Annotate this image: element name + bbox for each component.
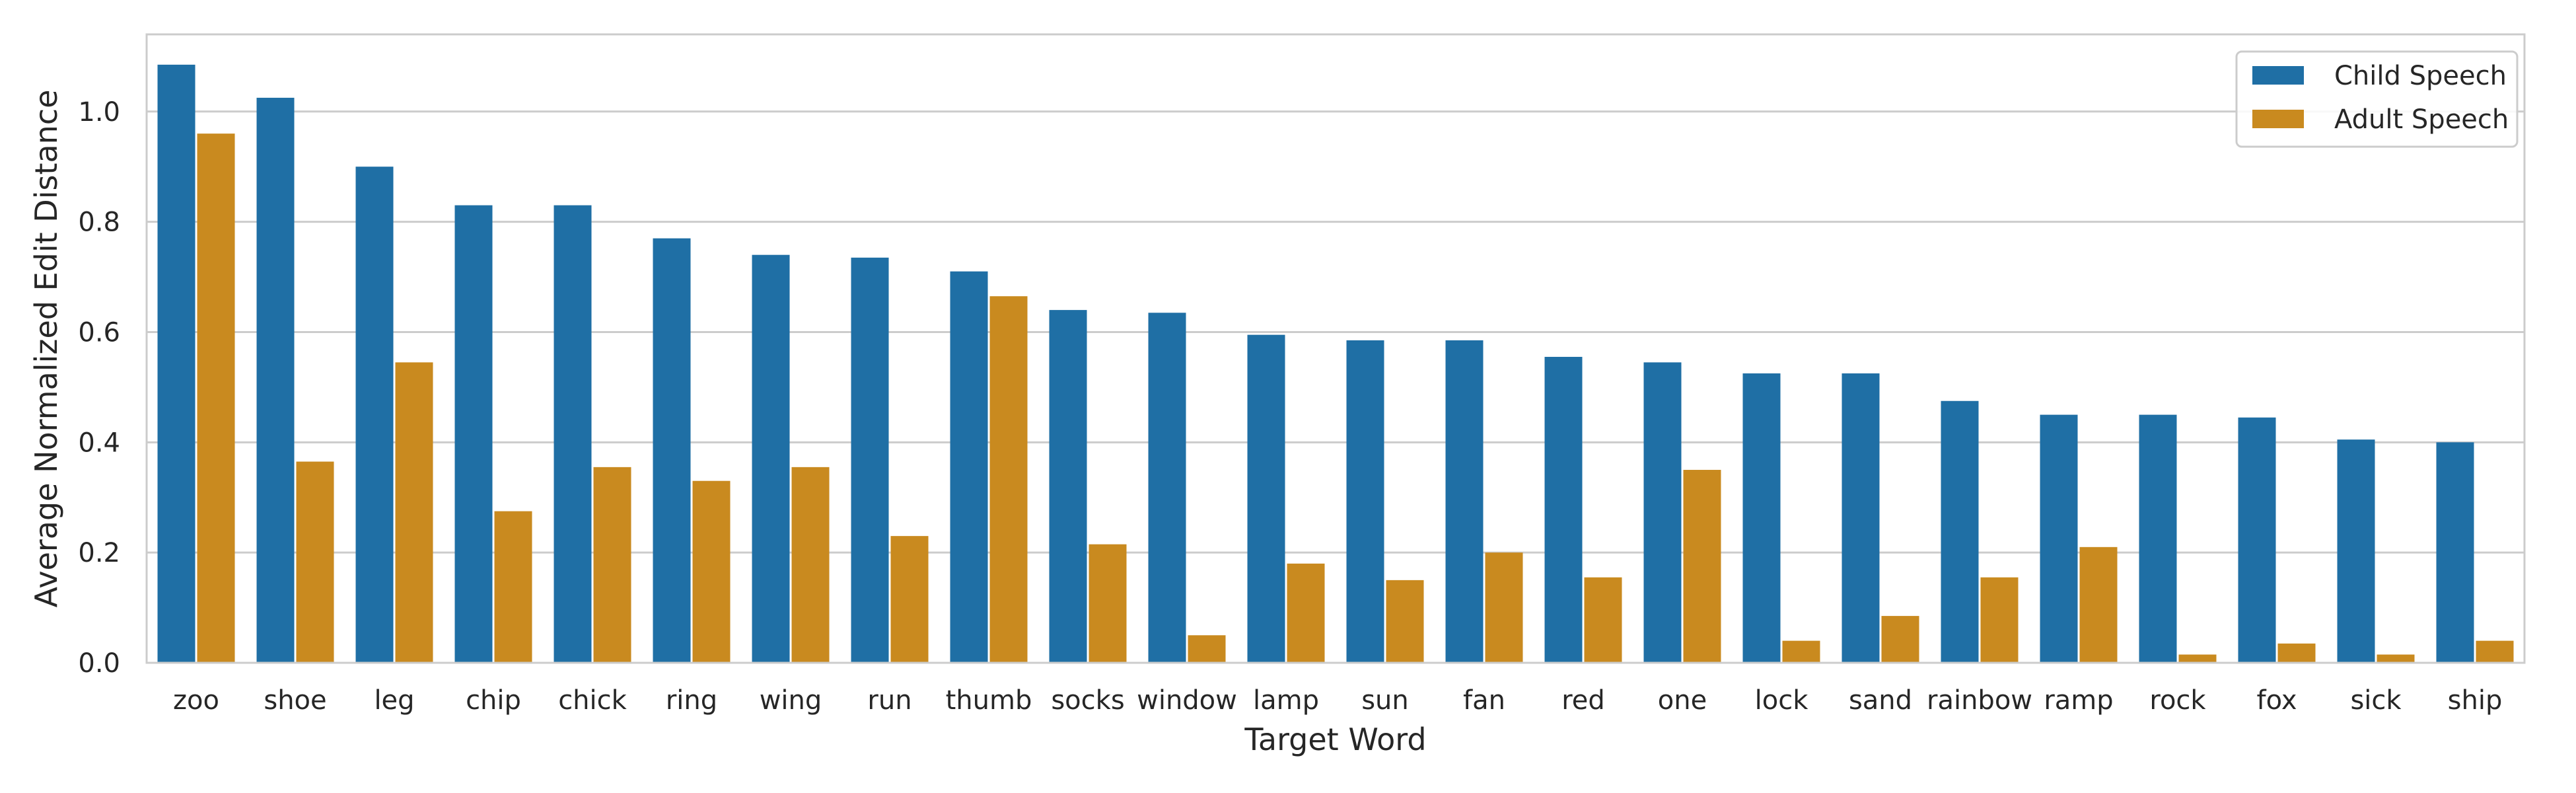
child-speech-bar — [2040, 414, 2078, 663]
x-tick-label: red — [1561, 685, 1605, 716]
x-tick-label: ship — [2448, 685, 2503, 716]
adult-speech-bar — [2277, 643, 2316, 663]
grid-lines — [147, 110, 2524, 554]
x-tick-label: sun — [1361, 685, 1409, 716]
x-tick-label: chick — [558, 685, 627, 716]
bars — [157, 64, 2514, 663]
x-tick-label: sand — [1849, 685, 1912, 716]
adult-speech-bar — [2178, 654, 2217, 663]
adult-speech-bar — [1683, 470, 1721, 663]
adult-speech-bar — [890, 536, 929, 663]
child-speech-bar — [1544, 357, 1583, 663]
legend-swatch — [2252, 110, 2304, 128]
adult-speech-bar — [989, 296, 1028, 663]
adult-speech-bar — [1881, 616, 1919, 663]
x-tick-label: window — [1137, 685, 1237, 716]
y-tick-label: 1.0 — [78, 97, 120, 128]
x-tick-label: thumb — [946, 685, 1032, 716]
child-speech-bar — [1643, 362, 1682, 663]
child-speech-bar — [2238, 417, 2276, 663]
y-tick-label: 0.8 — [78, 208, 120, 238]
adult-speech-bar — [791, 467, 830, 663]
adult-speech-bar — [494, 511, 532, 663]
x-tick-label: ramp — [2044, 685, 2113, 716]
child-speech-bar — [1247, 334, 1285, 663]
adult-speech-bar — [1386, 580, 1424, 663]
x-tick-label: shoe — [264, 685, 326, 716]
child-speech-bar — [157, 64, 196, 663]
x-tick-label: one — [1658, 685, 1707, 716]
adult-speech-bar — [395, 362, 433, 663]
x-tick-label: lamp — [1253, 685, 1319, 716]
child-speech-bar — [653, 238, 691, 663]
adult-speech-bar — [2377, 654, 2415, 663]
child-speech-bar — [1148, 313, 1186, 663]
x-tick-label: fox — [2257, 685, 2297, 716]
y-tick-label: 0.0 — [78, 648, 120, 679]
legend-label: Adult Speech — [2334, 104, 2509, 135]
adult-speech-bar — [1089, 544, 1127, 663]
plot-frame — [145, 33, 2526, 664]
child-speech-bar — [256, 97, 295, 663]
child-speech-bar — [752, 254, 790, 663]
legend-label: Child Speech — [2334, 61, 2507, 91]
x-tick-label: ring — [666, 685, 717, 716]
x-tick-label: fan — [1463, 685, 1505, 716]
adult-speech-bar — [1980, 577, 2019, 663]
x-tick-labels: zoo shoe leg chip chick ring wing run thumb socks… — [173, 685, 2502, 716]
x-tick-label: leg — [374, 685, 414, 716]
adult-speech-bar — [1188, 635, 1226, 663]
x-tick-label: wing — [760, 685, 822, 716]
child-speech-bar — [1941, 400, 1979, 663]
child-speech-bar — [454, 205, 493, 663]
child-speech-bar — [2436, 442, 2474, 663]
adult-speech-bar — [296, 461, 334, 663]
x-axis-title: Target Word — [1244, 722, 1426, 757]
child-speech-bar — [1842, 373, 1880, 663]
child-speech-bar — [1346, 340, 1384, 663]
y-tick-labels: 0.0 0.2 0.4 0.6 0.8 1.0 — [78, 97, 120, 679]
child-speech-bar — [950, 271, 988, 663]
child-speech-bar — [554, 205, 592, 663]
child-speech-bar — [1049, 310, 1087, 663]
x-tick-label: rock — [2149, 685, 2206, 716]
y-tick-label: 0.4 — [78, 428, 120, 458]
x-tick-label: socks — [1051, 685, 1124, 716]
x-tick-label: chip — [466, 685, 521, 716]
x-tick-label: run — [867, 685, 912, 716]
adult-speech-bar — [1485, 552, 1523, 663]
legend: Child Speech Adult Speech — [2235, 50, 2519, 148]
adult-speech-bar — [2079, 547, 2118, 663]
child-speech-bar — [2337, 439, 2375, 663]
adult-speech-bar — [197, 133, 235, 663]
adult-speech-bar — [692, 480, 731, 663]
y-tick-label: 0.6 — [78, 317, 120, 348]
adult-speech-bar — [1782, 640, 1820, 663]
x-tick-label: rainbow — [1927, 685, 2032, 716]
x-tick-label: lock — [1755, 685, 1809, 716]
y-tick-label: 0.2 — [78, 538, 120, 568]
child-speech-bar — [2139, 414, 2177, 663]
adult-speech-bar — [593, 467, 631, 663]
child-speech-bar — [1445, 340, 1484, 663]
child-speech-bar — [851, 257, 889, 663]
legend-box — [2235, 50, 2519, 148]
legend-swatch — [2252, 66, 2304, 85]
child-speech-bar — [1742, 373, 1781, 663]
adult-speech-bar — [1287, 563, 1325, 663]
adult-speech-bar — [1584, 577, 1622, 663]
y-axis-title: Average Normalized Edit Distance — [28, 90, 64, 608]
adult-speech-bar — [2476, 640, 2514, 663]
child-speech-bar — [355, 167, 394, 663]
x-tick-label: sick — [2350, 685, 2402, 716]
x-tick-label: zoo — [173, 685, 219, 716]
